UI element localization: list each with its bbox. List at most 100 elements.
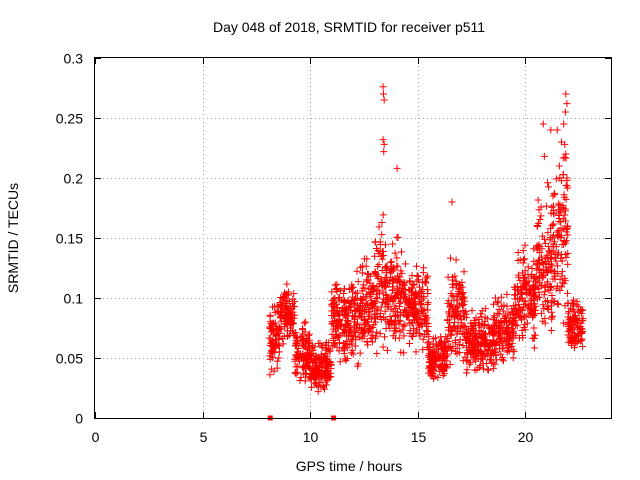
data-point	[338, 304, 346, 312]
data-point	[548, 313, 556, 321]
data-point	[444, 273, 452, 281]
data-point	[558, 257, 566, 265]
data-point	[501, 317, 509, 325]
data-point	[277, 314, 285, 322]
data-point	[464, 356, 472, 364]
data-point	[351, 327, 359, 335]
data-point	[478, 333, 486, 341]
data-point	[413, 277, 421, 285]
data-point	[335, 294, 343, 302]
y-tick-label: 0.25	[56, 111, 83, 127]
data-point	[538, 232, 546, 240]
data-point	[416, 283, 424, 291]
data-point	[452, 277, 460, 285]
data-point	[372, 297, 380, 305]
data-point	[385, 303, 393, 311]
data-point	[478, 307, 486, 315]
data-point	[341, 340, 349, 348]
data-point	[523, 319, 531, 327]
data-point	[325, 345, 333, 353]
data-point	[554, 200, 562, 208]
data-point	[563, 289, 571, 297]
data-point	[465, 340, 473, 348]
data-point	[520, 324, 528, 332]
data-point	[284, 332, 292, 340]
data-point	[412, 348, 420, 356]
data-point	[535, 266, 543, 274]
chart-title: Day 048 of 2018, SRMTID for receiver p51…	[213, 19, 485, 35]
data-point	[540, 305, 548, 313]
data-point	[346, 299, 354, 307]
data-point	[562, 228, 570, 236]
data-point	[291, 357, 299, 365]
data-point	[346, 306, 354, 314]
y-tick-label: 0.1	[64, 291, 84, 307]
data-point	[550, 220, 558, 228]
data-point	[461, 297, 469, 305]
data-point	[524, 301, 532, 309]
data-point	[411, 289, 419, 297]
data-point	[352, 308, 360, 316]
data-point	[517, 314, 525, 322]
data-point	[438, 339, 446, 347]
data-point	[452, 256, 460, 264]
data-point	[381, 283, 389, 291]
data-point	[548, 203, 556, 211]
data-point	[528, 264, 536, 272]
data-point	[445, 308, 453, 316]
data-point	[524, 271, 532, 279]
data-point	[505, 340, 513, 348]
data-point	[543, 278, 551, 286]
data-point	[479, 350, 487, 358]
data-point	[328, 330, 336, 338]
data-point	[555, 162, 563, 170]
data-point	[391, 292, 399, 300]
data-point	[547, 298, 555, 306]
data-point	[347, 325, 355, 333]
data-point	[553, 126, 561, 134]
data-point	[418, 320, 426, 328]
data-point	[331, 281, 339, 289]
data-point	[446, 360, 454, 368]
data-point	[548, 312, 556, 320]
data-point	[312, 374, 320, 382]
data-point	[384, 317, 392, 325]
data-point	[529, 313, 537, 321]
data-point	[535, 219, 543, 227]
data-point	[275, 354, 283, 362]
data-point	[373, 328, 381, 336]
data-point	[388, 287, 396, 295]
data-point	[491, 348, 499, 356]
data-point	[371, 334, 379, 342]
data-point	[430, 362, 438, 370]
data-point	[393, 233, 401, 241]
data-point	[565, 327, 573, 335]
data-point	[556, 286, 564, 294]
data-point	[489, 365, 497, 373]
data-point	[543, 251, 551, 259]
data-point	[508, 326, 516, 334]
data-point	[416, 301, 424, 309]
data-point	[532, 292, 540, 300]
data-point	[299, 364, 307, 372]
data-point	[544, 268, 552, 276]
data-point	[445, 337, 453, 345]
data-point	[547, 283, 555, 291]
data-point	[387, 265, 395, 273]
data-point	[537, 282, 545, 290]
data-point	[379, 247, 387, 255]
data-point	[489, 339, 497, 347]
data-point	[273, 364, 281, 372]
x-tick-label: 20	[518, 429, 534, 445]
data-point	[380, 140, 388, 148]
data-point	[489, 328, 497, 336]
data-point	[417, 288, 425, 296]
data-point	[451, 336, 459, 344]
data-point	[379, 211, 387, 219]
data-point	[475, 327, 483, 335]
data-point	[341, 297, 349, 305]
data-point	[554, 301, 562, 309]
data-point	[426, 363, 434, 371]
data-point	[292, 370, 300, 378]
data-point	[524, 263, 532, 271]
